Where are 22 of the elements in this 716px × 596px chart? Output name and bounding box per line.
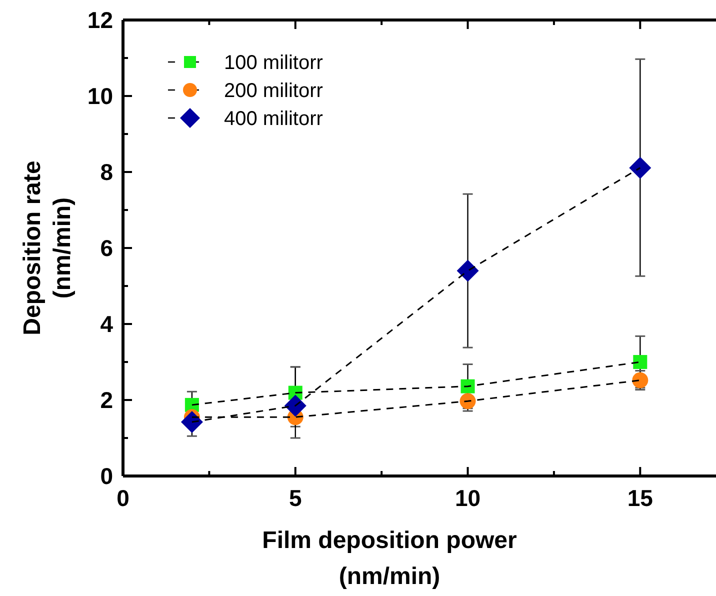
legend-label: 400 militorr (224, 108, 324, 130)
y-tick-label: 4 (100, 311, 114, 338)
y-tick-label: 2 (100, 387, 113, 414)
x-tick-label: 0 (116, 485, 130, 511)
point (460, 379, 475, 394)
x-axis-title: Film deposition power (nm/min) (262, 527, 517, 590)
y-tick-label: 12 (87, 7, 113, 34)
x-tick-label: 10 (454, 485, 481, 511)
y-tick-label: 0 (100, 463, 113, 490)
point (456, 260, 479, 282)
point (629, 156, 652, 179)
point (180, 411, 203, 434)
legend-label: 200 militorr (224, 80, 324, 102)
x-tick-label: 5 (288, 485, 302, 511)
x-tick-label: 15 (627, 485, 654, 511)
y-tick-label: 6 (100, 235, 113, 262)
y-tick-label: 8 (100, 159, 114, 186)
point (633, 355, 648, 369)
y-tick-label: 10 (87, 83, 113, 110)
y-axis-title: Deposition rate (nm/min) (19, 160, 76, 336)
point (284, 394, 306, 417)
legend-label: 100 militorr (224, 52, 324, 74)
